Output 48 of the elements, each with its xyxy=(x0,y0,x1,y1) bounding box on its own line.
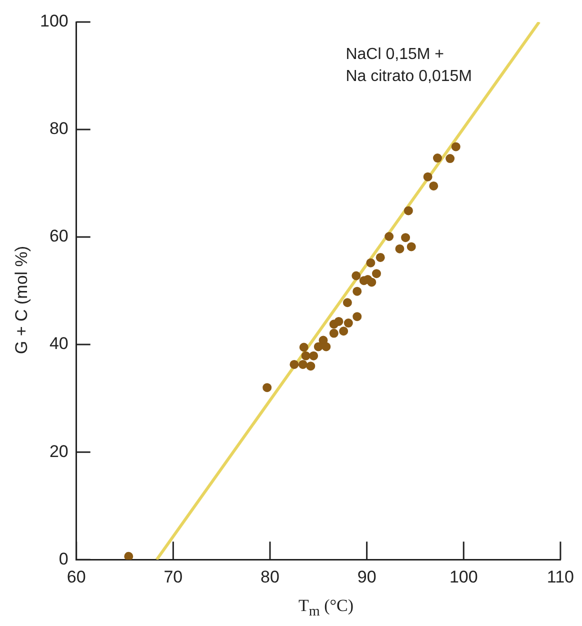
point xyxy=(367,278,376,287)
x-axis-title: T$_{m}$ (°C) xyxy=(297,596,355,620)
point xyxy=(299,342,308,352)
point xyxy=(339,326,348,336)
y-tick-label: 0 xyxy=(58,549,68,568)
point xyxy=(290,360,299,369)
y-tick-label: 100 xyxy=(40,12,68,31)
point xyxy=(306,362,316,371)
annotation: Na citrato 0,015M xyxy=(346,67,472,87)
point xyxy=(384,232,394,242)
point xyxy=(404,206,413,216)
point xyxy=(395,244,404,254)
point xyxy=(314,342,323,352)
y-tick-label: 20 xyxy=(49,442,68,461)
point xyxy=(309,351,318,360)
point xyxy=(372,269,381,278)
point xyxy=(446,154,455,164)
point xyxy=(366,258,376,268)
x-tick-label: 80 xyxy=(260,567,280,586)
point xyxy=(406,242,416,252)
point xyxy=(344,318,353,328)
point xyxy=(401,233,410,242)
point xyxy=(451,142,460,152)
x-tick-label: 60 xyxy=(66,567,86,586)
point xyxy=(329,328,338,338)
x-tick-label: 70 xyxy=(164,567,183,586)
annotation: NaCl 0,15M + xyxy=(346,45,445,65)
point xyxy=(298,360,308,369)
point xyxy=(322,342,331,352)
x-tick-label: 110 xyxy=(546,567,574,586)
point xyxy=(352,286,362,296)
y-tick-label: 60 xyxy=(49,226,68,246)
y-tick-label: 80 xyxy=(49,119,68,138)
point xyxy=(342,298,352,308)
point xyxy=(423,172,432,182)
point xyxy=(429,181,438,190)
point xyxy=(301,351,310,360)
point xyxy=(334,316,344,326)
point xyxy=(124,552,134,560)
x-tick-label: 100 xyxy=(449,567,478,586)
point xyxy=(432,154,442,163)
point xyxy=(376,252,385,262)
x-tick-label: 90 xyxy=(357,567,376,586)
point xyxy=(352,271,361,280)
point xyxy=(352,312,362,322)
y-tick-label: 40 xyxy=(49,334,68,354)
point xyxy=(262,383,272,392)
y-axis-title: G + C (mol %) xyxy=(12,246,32,354)
